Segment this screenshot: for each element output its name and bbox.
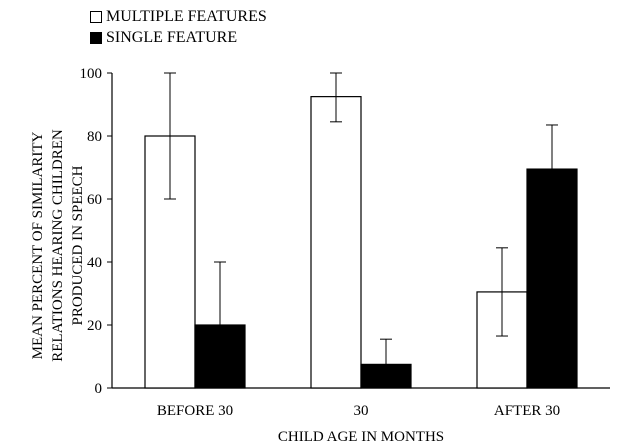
bar-single-1 <box>360 363 412 389</box>
x-tick-label: AFTER 30 <box>494 403 560 419</box>
legend-label-multiple: MULTIPLE FEATURES <box>106 8 267 25</box>
y-axis-label-line: RELATIONS HEARING CHILDREN <box>50 129 66 362</box>
y-tick-label: 60 <box>87 192 102 208</box>
x-axis-label: CHILD AGE IN MONTHS <box>278 429 444 445</box>
bar-single-0 <box>194 324 246 389</box>
bar-multiple-1 <box>310 96 362 389</box>
y-tick-label: 20 <box>87 318 102 334</box>
y-tick-label: 80 <box>87 129 102 145</box>
legend-label-single: SINGLE FEATURE <box>106 29 238 46</box>
y-tick-label: 100 <box>80 66 103 82</box>
x-tick-label: 30 <box>354 403 369 419</box>
legend-item-single: SINGLE FEATURE <box>90 27 267 48</box>
y-tick-label: 40 <box>87 255 102 271</box>
x-tick-label: BEFORE 30 <box>157 403 233 419</box>
y-axis-label-line: MEAN PERCENT OF SIMILARITY <box>30 132 46 360</box>
legend: MULTIPLE FEATURES SINGLE FEATURE <box>90 6 267 48</box>
bar-multiple-0 <box>144 135 196 389</box>
legend-swatch-multiple <box>90 10 102 23</box>
legend-swatch-single <box>90 31 102 44</box>
y-axis-label-line: PRODUCED IN SPEECH <box>70 165 86 325</box>
y-tick-label: 0 <box>95 381 103 397</box>
legend-item-multiple: MULTIPLE FEATURES <box>90 6 267 27</box>
bar-single-2 <box>526 168 578 389</box>
